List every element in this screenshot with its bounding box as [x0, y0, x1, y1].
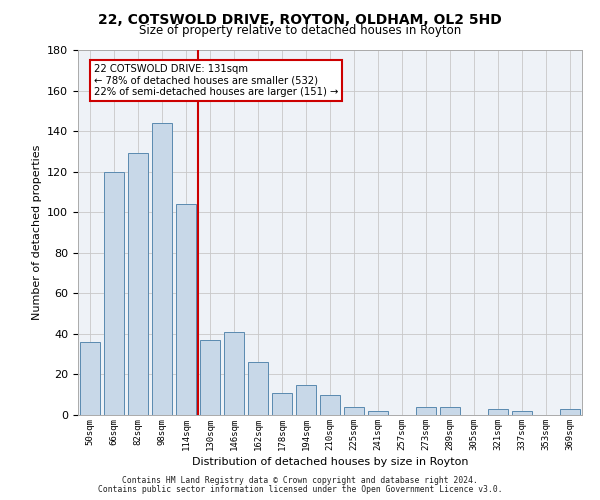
Bar [248, 362, 268, 415]
Text: 22, COTSWOLD DRIVE, ROYTON, OLDHAM, OL2 5HD: 22, COTSWOLD DRIVE, ROYTON, OLDHAM, OL2 … [98, 12, 502, 26]
Bar [176, 204, 196, 415]
Bar [368, 411, 388, 415]
Bar [224, 332, 244, 415]
Bar [488, 409, 508, 415]
Text: Contains HM Land Registry data © Crown copyright and database right 2024.: Contains HM Land Registry data © Crown c… [122, 476, 478, 485]
Bar [272, 392, 292, 415]
Bar [296, 384, 316, 415]
Text: 22 COTSWOLD DRIVE: 131sqm
← 78% of detached houses are smaller (532)
22% of semi: 22 COTSWOLD DRIVE: 131sqm ← 78% of detac… [94, 64, 338, 98]
Y-axis label: Number of detached properties: Number of detached properties [32, 145, 41, 320]
Bar [320, 394, 340, 415]
Bar [416, 407, 436, 415]
Text: Size of property relative to detached houses in Royton: Size of property relative to detached ho… [139, 24, 461, 37]
Bar [344, 407, 364, 415]
Bar [440, 407, 460, 415]
Bar [128, 154, 148, 415]
Bar [512, 411, 532, 415]
Bar [80, 342, 100, 415]
X-axis label: Distribution of detached houses by size in Royton: Distribution of detached houses by size … [192, 457, 468, 467]
Bar [104, 172, 124, 415]
Bar [152, 123, 172, 415]
Bar [560, 409, 580, 415]
Text: Contains public sector information licensed under the Open Government Licence v3: Contains public sector information licen… [98, 485, 502, 494]
Bar [200, 340, 220, 415]
